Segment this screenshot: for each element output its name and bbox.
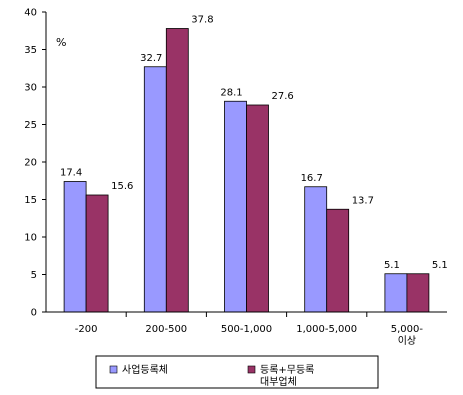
y-tick-label: 20: [24, 158, 37, 169]
data-label: 32.7: [140, 53, 162, 64]
x-category-label: 200-500: [145, 324, 187, 335]
x-category-label: -200: [75, 324, 98, 335]
legend-label-1: 사업등록체: [122, 363, 168, 376]
data-label: 16.7: [301, 173, 323, 184]
x-category-label: 5,000-: [391, 324, 424, 335]
x-category-label: 1,000-5,000: [296, 324, 357, 335]
legend-box: [95, 355, 379, 389]
bar-series2-5: [406, 273, 430, 313]
y-tick-label: 35: [24, 45, 37, 56]
data-label: 17.4: [60, 168, 82, 179]
bar-series1-4: [304, 186, 328, 313]
legend: 사업등록체 등록+무등록 대부업체: [95, 355, 379, 389]
y-tick-label: 40: [24, 8, 37, 19]
labels-layer: 0 5 10 15 20 25 30 35 40% 17.4 15.6 -200 32.7 37.8 200…: [24, 8, 448, 348]
y-tick-label: 0: [31, 308, 37, 319]
bars-layer: [63, 28, 430, 313]
axes-layer: [42, 11, 447, 317]
y-tick-label: 10: [24, 233, 37, 244]
bar-series1-5: [384, 273, 408, 313]
legend-swatch-2: [247, 365, 256, 374]
bar-series1-1: [63, 181, 87, 313]
bar-series2-2: [165, 28, 189, 313]
bar-series2-1: [85, 194, 109, 313]
bar-series1-3: [224, 100, 247, 313]
data-label: 27.6: [272, 91, 294, 102]
data-label: 28.1: [220, 87, 242, 98]
bar-series2-3: [246, 104, 269, 313]
y-unit-label: %: [56, 36, 66, 49]
data-label: 15.6: [111, 181, 133, 192]
bar-series1-2: [143, 66, 167, 313]
data-label: 5.1: [384, 260, 400, 271]
y-tick-label: 25: [24, 120, 37, 131]
x-category-label: 500-1,000: [221, 324, 272, 335]
data-label: 37.8: [191, 15, 213, 26]
bar-series2-4: [326, 208, 350, 313]
y-tick-label: 15: [24, 195, 37, 206]
data-label: 13.7: [352, 195, 374, 206]
y-tick-label: 30: [24, 83, 37, 94]
y-tick-label: 5: [31, 270, 37, 281]
x-category-label: 이상: [398, 335, 416, 347]
data-label: 5.1: [432, 260, 448, 271]
legend-label-2: 등록+무등록 대부업체: [260, 364, 314, 388]
legend-swatch-1: [109, 365, 118, 374]
